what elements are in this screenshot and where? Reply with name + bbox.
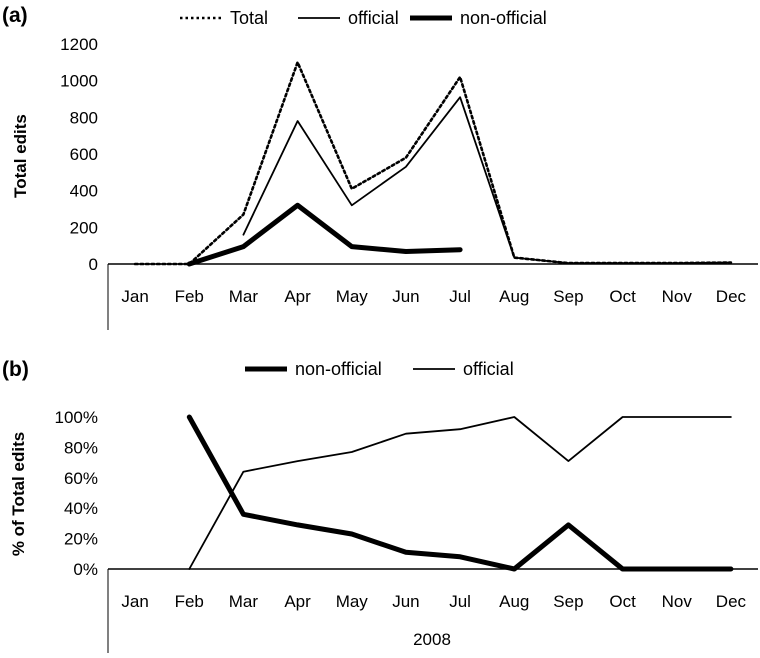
x-tick-label: Jun bbox=[392, 592, 419, 611]
x-tick-label: Apr bbox=[284, 592, 311, 611]
panel-a-label: (a) bbox=[2, 4, 28, 27]
series-line-official bbox=[188, 416, 732, 570]
x-tick-label: Sep bbox=[553, 592, 583, 611]
legend-label: non-official bbox=[460, 8, 547, 28]
y-tick-label: 1200 bbox=[60, 35, 98, 54]
x-tick-label: Feb bbox=[175, 287, 204, 306]
axes-a bbox=[107, 263, 758, 330]
y-axis-title-b: % of Total edits bbox=[9, 432, 28, 556]
x-tick-label: Nov bbox=[662, 287, 693, 306]
series-line-non-official bbox=[186, 202, 463, 267]
x-tick-label: Feb bbox=[175, 592, 204, 611]
x-tick-label: Dec bbox=[716, 592, 747, 611]
x-tick-label: Aug bbox=[499, 287, 529, 306]
x-tick-label: Sep bbox=[553, 287, 583, 306]
panel-a: (a) Total official non-official Total edit… bbox=[2, 4, 758, 330]
series-line-official bbox=[242, 96, 732, 265]
legend-label: non-official bbox=[295, 359, 382, 379]
y-tick-label: 1000 bbox=[60, 72, 98, 91]
series-b bbox=[186, 414, 734, 572]
x-tick-label: Apr bbox=[284, 287, 311, 306]
legend-b: non-official official bbox=[245, 359, 514, 379]
legend-label: Total bbox=[230, 8, 268, 28]
x-tick-label: Dec bbox=[716, 287, 747, 306]
x-ticks-b: Jan Feb Mar Apr May Jun Jul Aug Sep Oct Nov Dec bbox=[121, 592, 746, 611]
x-tick-label: Oct bbox=[609, 287, 636, 306]
y-tick-label: 80% bbox=[64, 438, 98, 457]
x-tick-label: Jan bbox=[121, 592, 148, 611]
x-tick-label: May bbox=[336, 592, 369, 611]
legend-label: official bbox=[463, 359, 514, 379]
x-tick-label: Jan bbox=[121, 287, 148, 306]
y-ticks-b: 0% 20% 40% 60% 80% 100% bbox=[55, 408, 98, 579]
y-tick-label: 0% bbox=[73, 560, 98, 579]
legend-a: Total official non-official bbox=[180, 8, 547, 28]
x-tick-label: Aug bbox=[499, 592, 529, 611]
x-tick-label: May bbox=[336, 287, 369, 306]
x-axis-title-b: 2008 bbox=[413, 630, 451, 649]
y-axis-title-a: Total edits bbox=[11, 114, 30, 198]
series-line-non-official bbox=[186, 414, 734, 572]
x-tick-label: Jun bbox=[392, 287, 419, 306]
x-tick-label: Oct bbox=[609, 592, 636, 611]
x-tick-label: Jul bbox=[449, 287, 471, 306]
x-ticks-a: Jan Feb Mar Apr May Jun Jul Aug Sep Oct Nov Dec bbox=[121, 287, 746, 306]
x-tick-label: Nov bbox=[662, 592, 693, 611]
series-line-total bbox=[133, 60, 733, 266]
y-tick-label: 800 bbox=[70, 108, 98, 127]
panel-b-label: (b) bbox=[2, 358, 29, 381]
y-tick-label: 20% bbox=[64, 530, 98, 549]
y-tick-label: 200 bbox=[70, 218, 98, 237]
panel-b: (b) non-official official % of Total edit… bbox=[2, 358, 758, 653]
legend-label: official bbox=[348, 8, 399, 28]
y-tick-label: 0 bbox=[89, 255, 98, 274]
x-tick-label: Mar bbox=[229, 592, 259, 611]
y-tick-label: 400 bbox=[70, 182, 98, 201]
y-ticks-a: 0 200 400 600 800 1000 1200 bbox=[60, 35, 98, 274]
x-tick-label: Jul bbox=[449, 592, 471, 611]
y-tick-label: 60% bbox=[64, 469, 98, 488]
y-tick-label: 100% bbox=[55, 408, 98, 427]
y-tick-label: 600 bbox=[70, 145, 98, 164]
y-tick-label: 40% bbox=[64, 499, 98, 518]
x-tick-label: Mar bbox=[229, 287, 259, 306]
series-a bbox=[133, 60, 733, 267]
